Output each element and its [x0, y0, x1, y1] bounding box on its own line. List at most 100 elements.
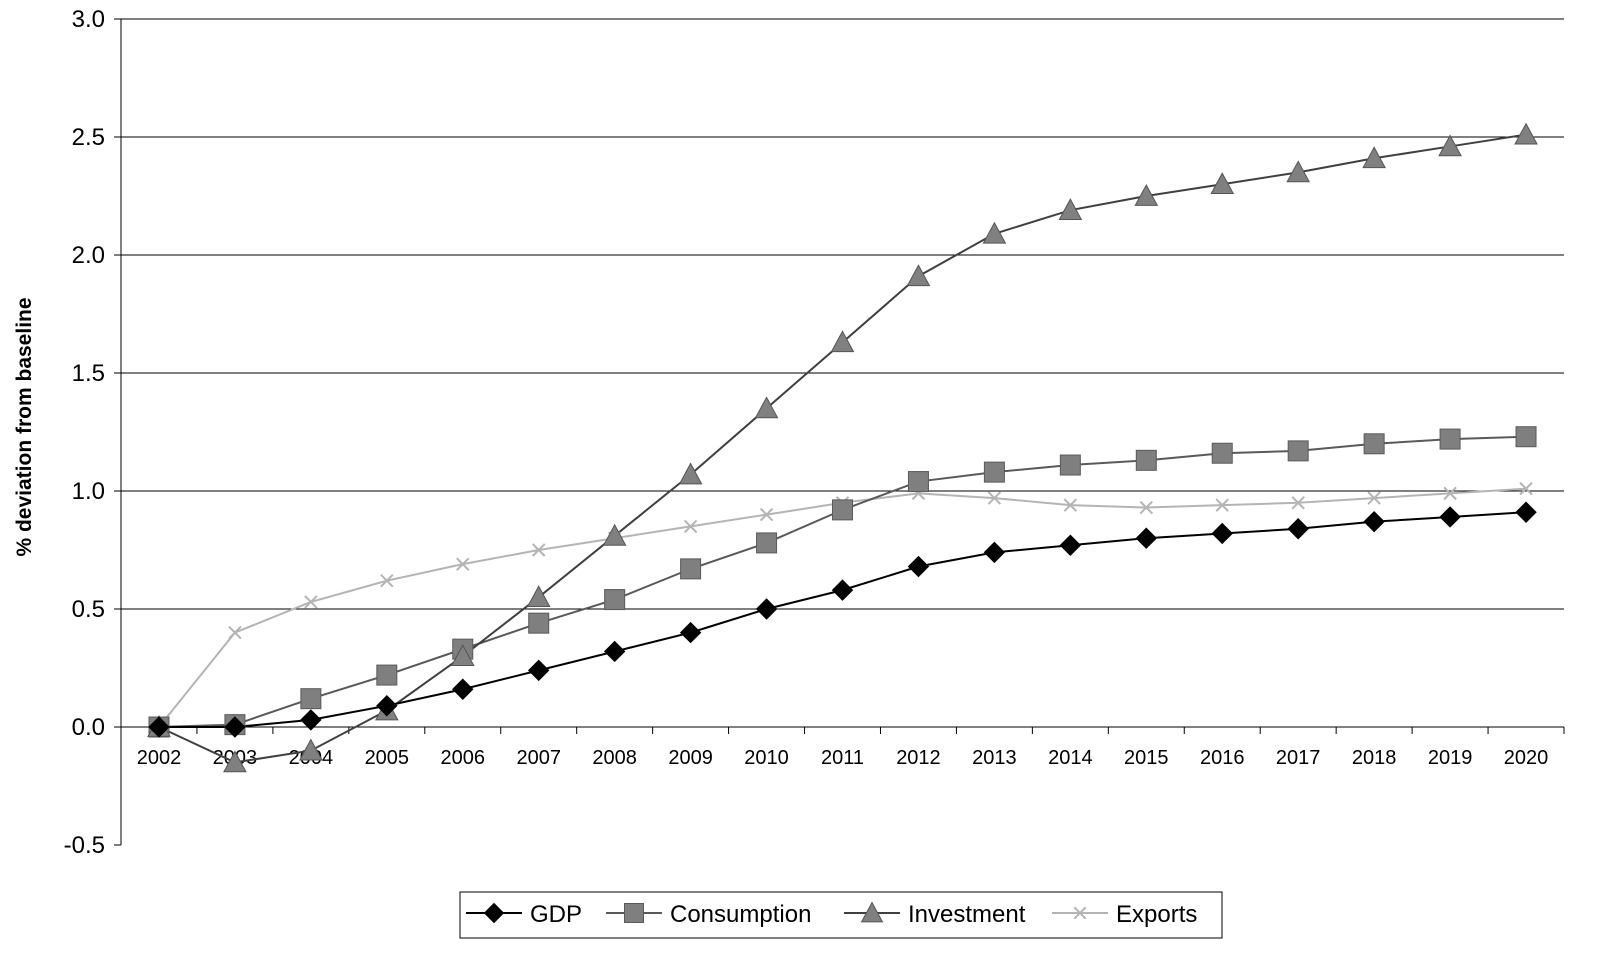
- data-point-gdp: [831, 579, 854, 601]
- data-point-consumption: [1135, 449, 1157, 471]
- data-point-gdp: [1135, 527, 1157, 549]
- legend-marker-consumption: [624, 903, 644, 923]
- data-point-exports: [1291, 496, 1305, 510]
- data-point-gdp: [452, 678, 474, 700]
- data-point-consumption: [832, 499, 853, 521]
- data-point-investment: [982, 221, 1007, 244]
- x-tick-label: 2007: [516, 747, 561, 769]
- data-point-investment: [1058, 198, 1083, 221]
- data-point-gdp: [1059, 534, 1082, 556]
- data-point-gdp: [148, 716, 170, 738]
- data-point-investment: [830, 330, 855, 353]
- data-point-gdp: [528, 659, 550, 682]
- x-tick-label: 2005: [365, 747, 410, 769]
- data-point-exports: [987, 491, 1002, 505]
- data-point-investment: [906, 264, 931, 287]
- series-line-gdp: [158, 511, 1527, 728]
- data-point-investment: [1286, 160, 1311, 183]
- data-point-gdp: [224, 716, 246, 738]
- data-point-exports: [456, 557, 470, 571]
- data-point-consumption: [1363, 433, 1385, 455]
- data-point-investment: [1514, 122, 1538, 145]
- data-point-gdp: [907, 555, 930, 578]
- data-point-exports: [228, 625, 242, 640]
- data-point-gdp: [603, 640, 626, 663]
- data-point-investment: [299, 738, 323, 761]
- legend-label-investment: Investment: [908, 901, 1026, 928]
- series-lines: [158, 133, 1527, 764]
- data-point-gdp: [1363, 510, 1385, 533]
- y-tick-label: 3.0: [72, 6, 105, 33]
- data-point-gdp: [1439, 506, 1461, 528]
- data-point-investment: [1362, 146, 1386, 169]
- data-point-exports: [532, 543, 546, 557]
- data-point-exports: [1215, 498, 1229, 512]
- data-point-investment: [1438, 134, 1462, 157]
- data-point-consumption: [1515, 426, 1537, 448]
- data-point-consumption: [1211, 442, 1233, 464]
- data-point-consumption: [528, 612, 550, 634]
- data-point-gdp: [983, 541, 1006, 564]
- y-tick-label: -0.5: [64, 832, 105, 859]
- legend-box: [459, 891, 1223, 939]
- data-point-gdp: [300, 709, 322, 731]
- data-point-consumption: [907, 471, 929, 493]
- y-tick-label: 2.0: [72, 242, 105, 269]
- data-point-gdp: [1211, 522, 1233, 545]
- y-tick-label: 1.5: [72, 360, 105, 387]
- series-line-exports: [158, 487, 1527, 728]
- x-tick-label: 2012: [896, 747, 941, 769]
- x-tick-label: 2020: [1504, 747, 1549, 769]
- y-tick-label: 1.0: [72, 478, 105, 505]
- legend-marker-investment: [860, 901, 884, 923]
- y-axis-tick-labels: -0.5 0.0 0.5 1.0 1.5 2.0 2.5 3.0: [64, 6, 105, 859]
- x-axis-tick-labels: 2002200320042005200620072008200920102011…: [137, 747, 1549, 769]
- data-point-investment: [223, 750, 247, 773]
- data-point-exports: [1063, 498, 1078, 512]
- x-tick-label: 2018: [1352, 747, 1397, 769]
- data-point-consumption: [983, 461, 1005, 483]
- x-tick-label: 2008: [592, 747, 637, 769]
- data-point-consumption: [680, 558, 702, 580]
- x-tick-label: 2014: [1048, 747, 1093, 769]
- y-tick-label: 2.5: [72, 124, 105, 151]
- x-tick-label: 2006: [441, 747, 486, 769]
- y-axis-title: % deviation from baseline: [13, 297, 36, 556]
- data-point-exports: [1139, 500, 1153, 515]
- data-point-gdp: [1287, 518, 1309, 540]
- x-tick-label: 2019: [1428, 747, 1473, 769]
- data-point-exports: [1443, 486, 1457, 501]
- data-point-exports: [759, 507, 774, 522]
- axes: [114, 18, 1565, 846]
- data-point-investment: [1134, 183, 1159, 206]
- data-point-gdp: [755, 598, 778, 620]
- data-point-gdp: [679, 621, 702, 644]
- data-point-gdp: [376, 695, 398, 717]
- x-tick-label: 2010: [744, 747, 789, 769]
- x-tick-label: 2016: [1200, 747, 1245, 769]
- legend: GDP Consumption Investment Exports: [459, 891, 1223, 939]
- data-point-consumption: [376, 664, 398, 686]
- x-tick-label: 2015: [1124, 747, 1169, 769]
- data-point-consumption: [1439, 428, 1461, 450]
- data-point-investment: [450, 644, 475, 667]
- data-point-consumption: [300, 688, 322, 710]
- legend-label-consumption: Consumption: [670, 901, 811, 928]
- legend-label-gdp: GDP: [530, 901, 582, 928]
- data-point-investment: [678, 462, 703, 485]
- data-point-exports: [683, 519, 698, 534]
- legend-marker-exports: [1073, 906, 1087, 920]
- data-point-investment: [602, 523, 627, 546]
- legend-label-exports: Exports: [1116, 901, 1197, 928]
- series-markers: [147, 122, 1538, 773]
- legend-marker-gdp: [483, 902, 505, 924]
- data-point-consumption: [756, 532, 778, 554]
- data-point-investment: [754, 396, 779, 419]
- gridlines: [121, 18, 1564, 610]
- data-point-consumption: [1287, 440, 1309, 462]
- data-point-investment: [526, 585, 551, 608]
- x-tick-label: 2011: [821, 747, 864, 769]
- x-tick-label: 2013: [972, 747, 1017, 769]
